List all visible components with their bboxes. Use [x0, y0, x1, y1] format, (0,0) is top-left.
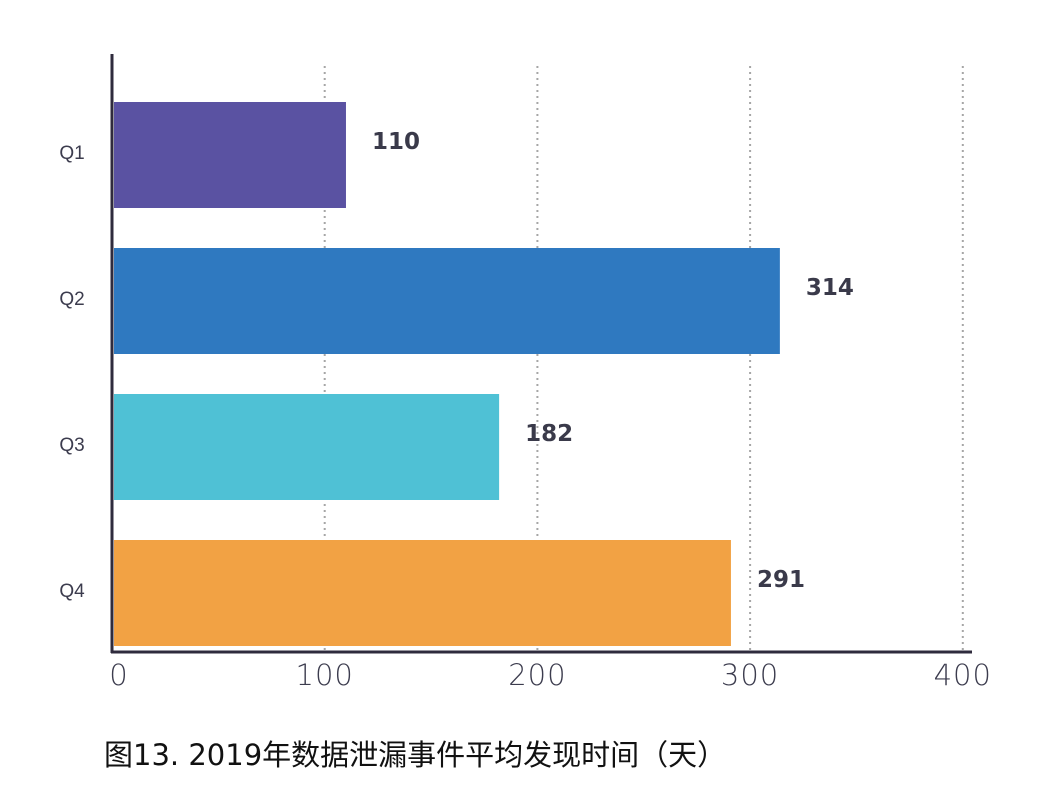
x-tick-label-100: 100 [296, 658, 354, 692]
x-tick-label-300: 300 [721, 658, 779, 692]
bar-q2 [114, 248, 780, 354]
category-label-q4: Q4 [59, 581, 85, 602]
data-label-q1: 110 [372, 129, 420, 155]
bar-q3 [114, 394, 500, 500]
x-tick-label-0: 0 [109, 658, 128, 692]
category-label-q3: Q3 [59, 435, 84, 456]
bar-q1 [114, 102, 346, 208]
x-tick-label-400: 400 [934, 658, 992, 692]
category-label-q2: Q2 [59, 289, 84, 310]
data-label-q4: 291 [757, 567, 805, 593]
x-tick-label-200: 200 [508, 658, 566, 692]
data-label-q3: 182 [525, 421, 573, 447]
category-label-q1: Q1 [59, 143, 84, 164]
figure-caption: 图13. 2019年数据泄漏事件平均发现时间（天） [104, 738, 727, 772]
data-label-q2: 314 [806, 275, 854, 301]
bar-q4 [114, 540, 731, 646]
